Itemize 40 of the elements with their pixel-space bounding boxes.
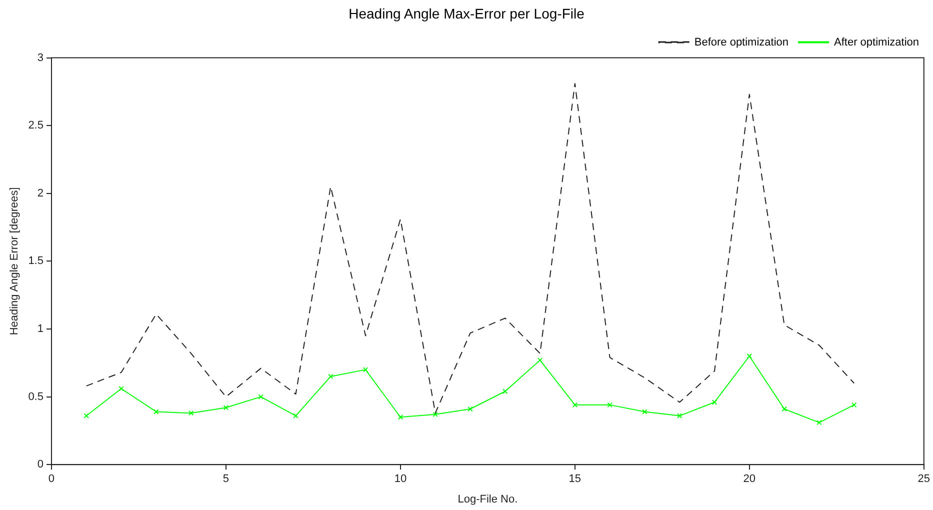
y-tick-label: 1: [37, 323, 44, 336]
x-tick-label: 10: [394, 473, 407, 486]
y-tick-label: 2.5: [28, 120, 44, 132]
x-tick-label: 0: [48, 473, 55, 486]
point: [468, 406, 473, 412]
y-tick-label: 0.5: [28, 390, 44, 403]
x-tick-label: 5: [222, 473, 230, 486]
point: [293, 413, 298, 418]
line-series: [86, 83, 855, 414]
y-tick-label: 2: [37, 187, 44, 200]
point: [572, 402, 578, 408]
chart-title: Heading Angle Max-Error per Log-File: [348, 5, 585, 22]
legend-label: Before optimization: [694, 36, 789, 48]
y-tick-label: 0: [37, 458, 44, 471]
x-axis-title: Log-File No.: [458, 493, 518, 506]
point: [537, 358, 543, 363]
point: [223, 405, 229, 410]
x-tick-label: 25: [918, 473, 930, 486]
y-axis-title: Heading Angle Error [degrees]: [8, 187, 21, 336]
legend-label: After optimization: [834, 36, 920, 48]
point: [258, 394, 264, 400]
point: [154, 409, 159, 414]
point: [362, 367, 368, 372]
point: [712, 400, 718, 405]
y-tick-label: 1.5: [28, 255, 44, 268]
point: [676, 413, 682, 418]
point: [746, 354, 752, 359]
point: [328, 374, 334, 380]
x-tick-label: 15: [568, 473, 582, 486]
point: [816, 420, 822, 426]
point: [782, 406, 787, 412]
point: [502, 388, 508, 394]
x-tick-label: 20: [743, 473, 756, 486]
point: [188, 410, 194, 416]
point: [118, 386, 124, 392]
y-tick-label: 3: [37, 52, 44, 64]
point: [642, 409, 648, 414]
point: [607, 402, 612, 408]
point: [398, 414, 404, 420]
point: [432, 412, 438, 418]
